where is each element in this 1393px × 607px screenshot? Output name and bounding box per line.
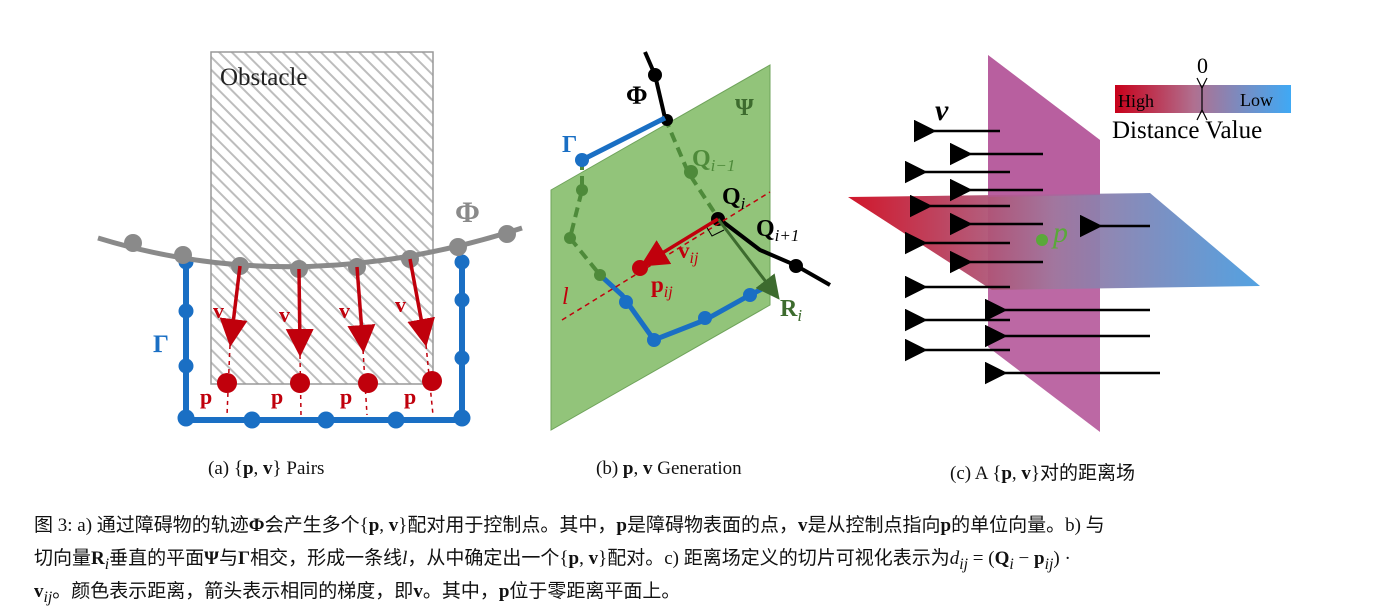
gradient-arrows [905,119,1160,385]
r-arrow [716,218,780,300]
panel-b: Ψ Φ Γ l R [550,51,831,431]
svg-text:p: p [271,384,283,409]
svg-text:p: p [404,384,416,409]
v-arrows-a [219,258,435,357]
caption-panel-b: (b) p, v Generation [596,458,742,479]
p-points-a [217,371,442,393]
gamma-path-b-top [580,115,667,163]
phi-path-b-hidden [663,117,720,220]
phi-path-b-front [716,216,831,287]
caption-panel-c: (c) A {p, v}对的距离场 [950,463,1136,484]
gamma-nodes-a [177,254,471,429]
svg-text:v: v [339,298,350,323]
caption-panel-a: (a) {p, v} Pairs [208,458,325,479]
legend-title: Distance Value [1112,117,1262,144]
right-angle-mark [705,225,725,237]
psi-label: Ψ [735,95,754,121]
panel-c: v p High Low 0 Distance Value [848,53,1291,432]
p-point-c [1036,234,1048,246]
gamma-label-b: Γ [562,132,577,158]
svg-text:p: p [340,384,352,409]
distance-colorbar [1115,85,1291,113]
p-label-c: p [1051,216,1068,249]
obstacle-label: Obstacle [220,64,307,91]
phi-label-a: Φ [455,196,480,229]
q-next-label: Qi+1 [756,216,799,245]
low-label: Low [1240,90,1273,110]
r-label: Ri [780,296,802,325]
gamma-label-a: Γ [153,331,169,358]
high-label: High [1118,91,1154,111]
obstacle-box [210,51,434,385]
gamma-nodes-b [564,153,757,347]
q-label: Qi [722,184,746,213]
v-labels-a: v v v v [213,292,406,327]
svg-text:v: v [395,292,406,317]
v-label-c: v [935,94,949,127]
figure-caption-line-2: 切向量Ri垂直的平面Ψ与Γ相交，形成一条线l，从中确定出一个{p, v}配对。c… [34,548,1071,573]
phi-path-b [643,51,667,119]
figure-caption-line-3: vij。颜色表示距离，箭头表示相同的梯度，即v。其中，p位于零距离平面上。 [34,581,681,606]
l-label: l [562,284,569,310]
p-point-b [632,260,648,276]
svg-text:p: p [200,384,212,409]
v-arrow-b [640,217,719,267]
zero-label: 0 [1197,53,1208,78]
gamma-path-b-hidden [567,160,602,277]
figure-caption-line-1: 图 3: a) 通过障碍物的轨迹Φ会产生多个{p, v}配对用于控制点。其中，p… [34,515,1105,536]
svg-text:v: v [213,298,224,323]
panel-a: Obstacle Γ Φ v v [97,51,523,429]
phi-label-b: Φ [626,81,648,110]
svg-text:v: v [279,302,290,327]
p-labels-a: p p p p [200,384,416,409]
figure-3: Obstacle Γ Φ v v [97,51,1291,432]
l-line [561,191,771,321]
